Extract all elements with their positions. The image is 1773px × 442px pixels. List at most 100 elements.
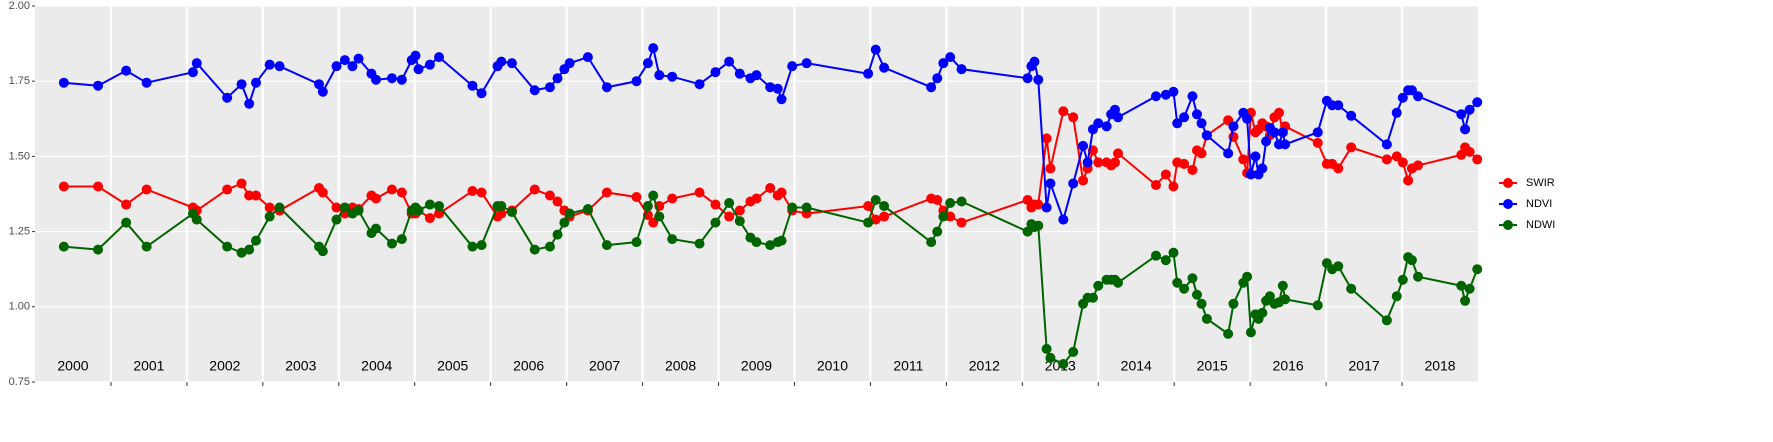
point [529, 85, 540, 96]
point [121, 199, 132, 210]
y-tick-label: 1.00 [9, 301, 30, 313]
point [1022, 73, 1033, 84]
point [694, 79, 705, 90]
point [331, 61, 342, 72]
point [353, 205, 364, 216]
point [642, 58, 653, 69]
point [1333, 163, 1344, 174]
point [1068, 112, 1079, 123]
point [317, 246, 328, 257]
point [386, 73, 397, 84]
point [1196, 298, 1207, 309]
point [1168, 181, 1179, 192]
point [765, 82, 776, 93]
point [58, 77, 69, 88]
point [552, 229, 563, 240]
year-label: 2016 [1273, 358, 1304, 374]
point [1280, 294, 1291, 305]
point [1397, 274, 1408, 285]
point [1179, 158, 1190, 169]
point [734, 205, 745, 216]
point [544, 190, 555, 201]
point [1456, 149, 1467, 160]
point [386, 238, 397, 249]
point [434, 208, 445, 219]
point [956, 196, 967, 207]
point [1333, 100, 1344, 111]
point [772, 83, 783, 94]
year-label: 2001 [133, 358, 164, 374]
point [1196, 118, 1207, 129]
point [386, 184, 397, 195]
point [1082, 157, 1093, 168]
point [1397, 92, 1408, 103]
point [801, 58, 812, 69]
point [564, 58, 575, 69]
point [236, 178, 247, 189]
point [191, 58, 202, 69]
point [1464, 283, 1475, 294]
point [1045, 352, 1056, 363]
point [264, 59, 275, 70]
point [956, 64, 967, 75]
point [331, 202, 342, 213]
point [1160, 255, 1171, 266]
point [1029, 56, 1040, 67]
point [1172, 277, 1183, 288]
point [1464, 104, 1475, 115]
point [339, 55, 350, 66]
point [1406, 85, 1417, 96]
point [564, 208, 575, 219]
point [751, 70, 762, 81]
point [1472, 97, 1483, 108]
point [1242, 271, 1253, 282]
point [251, 77, 262, 88]
point [1033, 220, 1044, 231]
point [467, 241, 478, 252]
point [544, 82, 555, 93]
point [667, 193, 678, 204]
point [1245, 169, 1256, 180]
point [1257, 307, 1268, 318]
point [187, 67, 198, 78]
point [724, 211, 735, 222]
point [222, 184, 233, 195]
point [1406, 255, 1417, 266]
point [631, 192, 642, 203]
point [93, 80, 104, 91]
point [317, 187, 328, 198]
point [1228, 298, 1239, 309]
point [476, 187, 487, 198]
point [396, 74, 407, 85]
point [331, 214, 342, 225]
point [654, 70, 665, 81]
year-label: 2009 [741, 358, 772, 374]
point [371, 193, 382, 204]
point [765, 240, 776, 251]
point [506, 207, 517, 218]
series [58, 43, 1483, 225]
point [1397, 157, 1408, 168]
point [1087, 292, 1098, 303]
point [1179, 112, 1190, 123]
point [1187, 91, 1198, 102]
point [932, 73, 943, 84]
point [751, 237, 762, 248]
point [93, 181, 104, 192]
year-label: 2003 [285, 358, 316, 374]
point [926, 82, 937, 93]
point [339, 202, 350, 213]
point [496, 201, 507, 212]
point [552, 73, 563, 84]
point [1277, 280, 1288, 291]
point [1045, 178, 1056, 189]
point [787, 61, 798, 72]
point [1033, 74, 1044, 85]
point [631, 237, 642, 248]
point [1160, 169, 1171, 180]
point [870, 44, 881, 55]
point [222, 92, 233, 103]
point [274, 61, 285, 72]
point [879, 211, 890, 222]
